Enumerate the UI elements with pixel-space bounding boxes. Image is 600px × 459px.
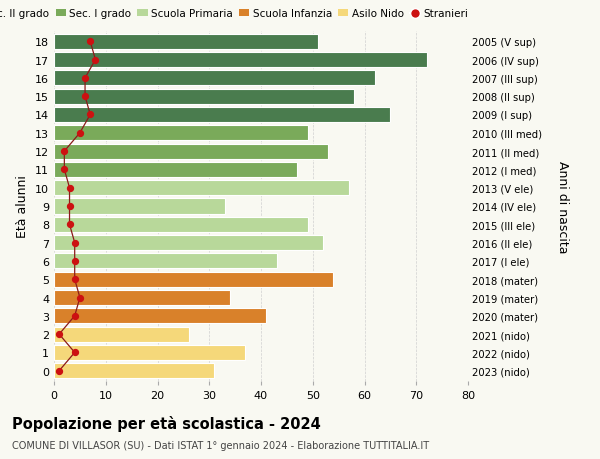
Bar (54, 181, 349, 196)
Bar (54, 235, 323, 251)
Bar (54, 126, 308, 141)
Point (55, 367, 64, 375)
Y-axis label: Età alunni: Età alunni (16, 175, 29, 238)
Point (80, 75, 90, 82)
Y-axis label: Anni di nascita: Anni di nascita (556, 160, 569, 253)
Point (55, 331, 64, 338)
Point (70, 257, 79, 265)
Bar (54, 254, 277, 269)
Bar (54, 217, 308, 232)
Bar (54, 90, 354, 105)
Point (70, 313, 79, 320)
Point (75, 130, 85, 137)
Point (85, 39, 95, 46)
Bar (54, 327, 188, 342)
Point (75, 294, 85, 302)
Bar (54, 35, 318, 50)
Point (80, 93, 90, 101)
Bar (54, 162, 297, 178)
Point (85, 112, 95, 119)
Point (59, 148, 69, 156)
Point (65, 185, 74, 192)
Point (70, 276, 79, 283)
Point (91, 57, 100, 64)
Bar (54, 71, 375, 86)
Bar (54, 144, 328, 159)
Point (65, 203, 74, 210)
Bar (54, 308, 266, 324)
Text: Popolazione per età scolastica - 2024: Popolazione per età scolastica - 2024 (12, 415, 321, 431)
Bar (54, 291, 230, 305)
Bar (54, 345, 245, 360)
Point (59, 166, 69, 174)
Bar (54, 108, 391, 123)
Point (70, 240, 79, 247)
Bar (54, 272, 334, 287)
Point (65, 221, 74, 229)
Bar (54, 364, 214, 378)
Bar (54, 53, 427, 68)
Bar (54, 199, 225, 214)
Text: COMUNE DI VILLASOR (SU) - Dati ISTAT 1° gennaio 2024 - Elaborazione TUTTITALIA.I: COMUNE DI VILLASOR (SU) - Dati ISTAT 1° … (12, 440, 429, 450)
Point (70, 349, 79, 356)
Legend: Sec. II grado, Sec. I grado, Scuola Primaria, Scuola Infanzia, Asilo Nido, Stran: Sec. II grado, Sec. I grado, Scuola Prim… (0, 5, 472, 23)
